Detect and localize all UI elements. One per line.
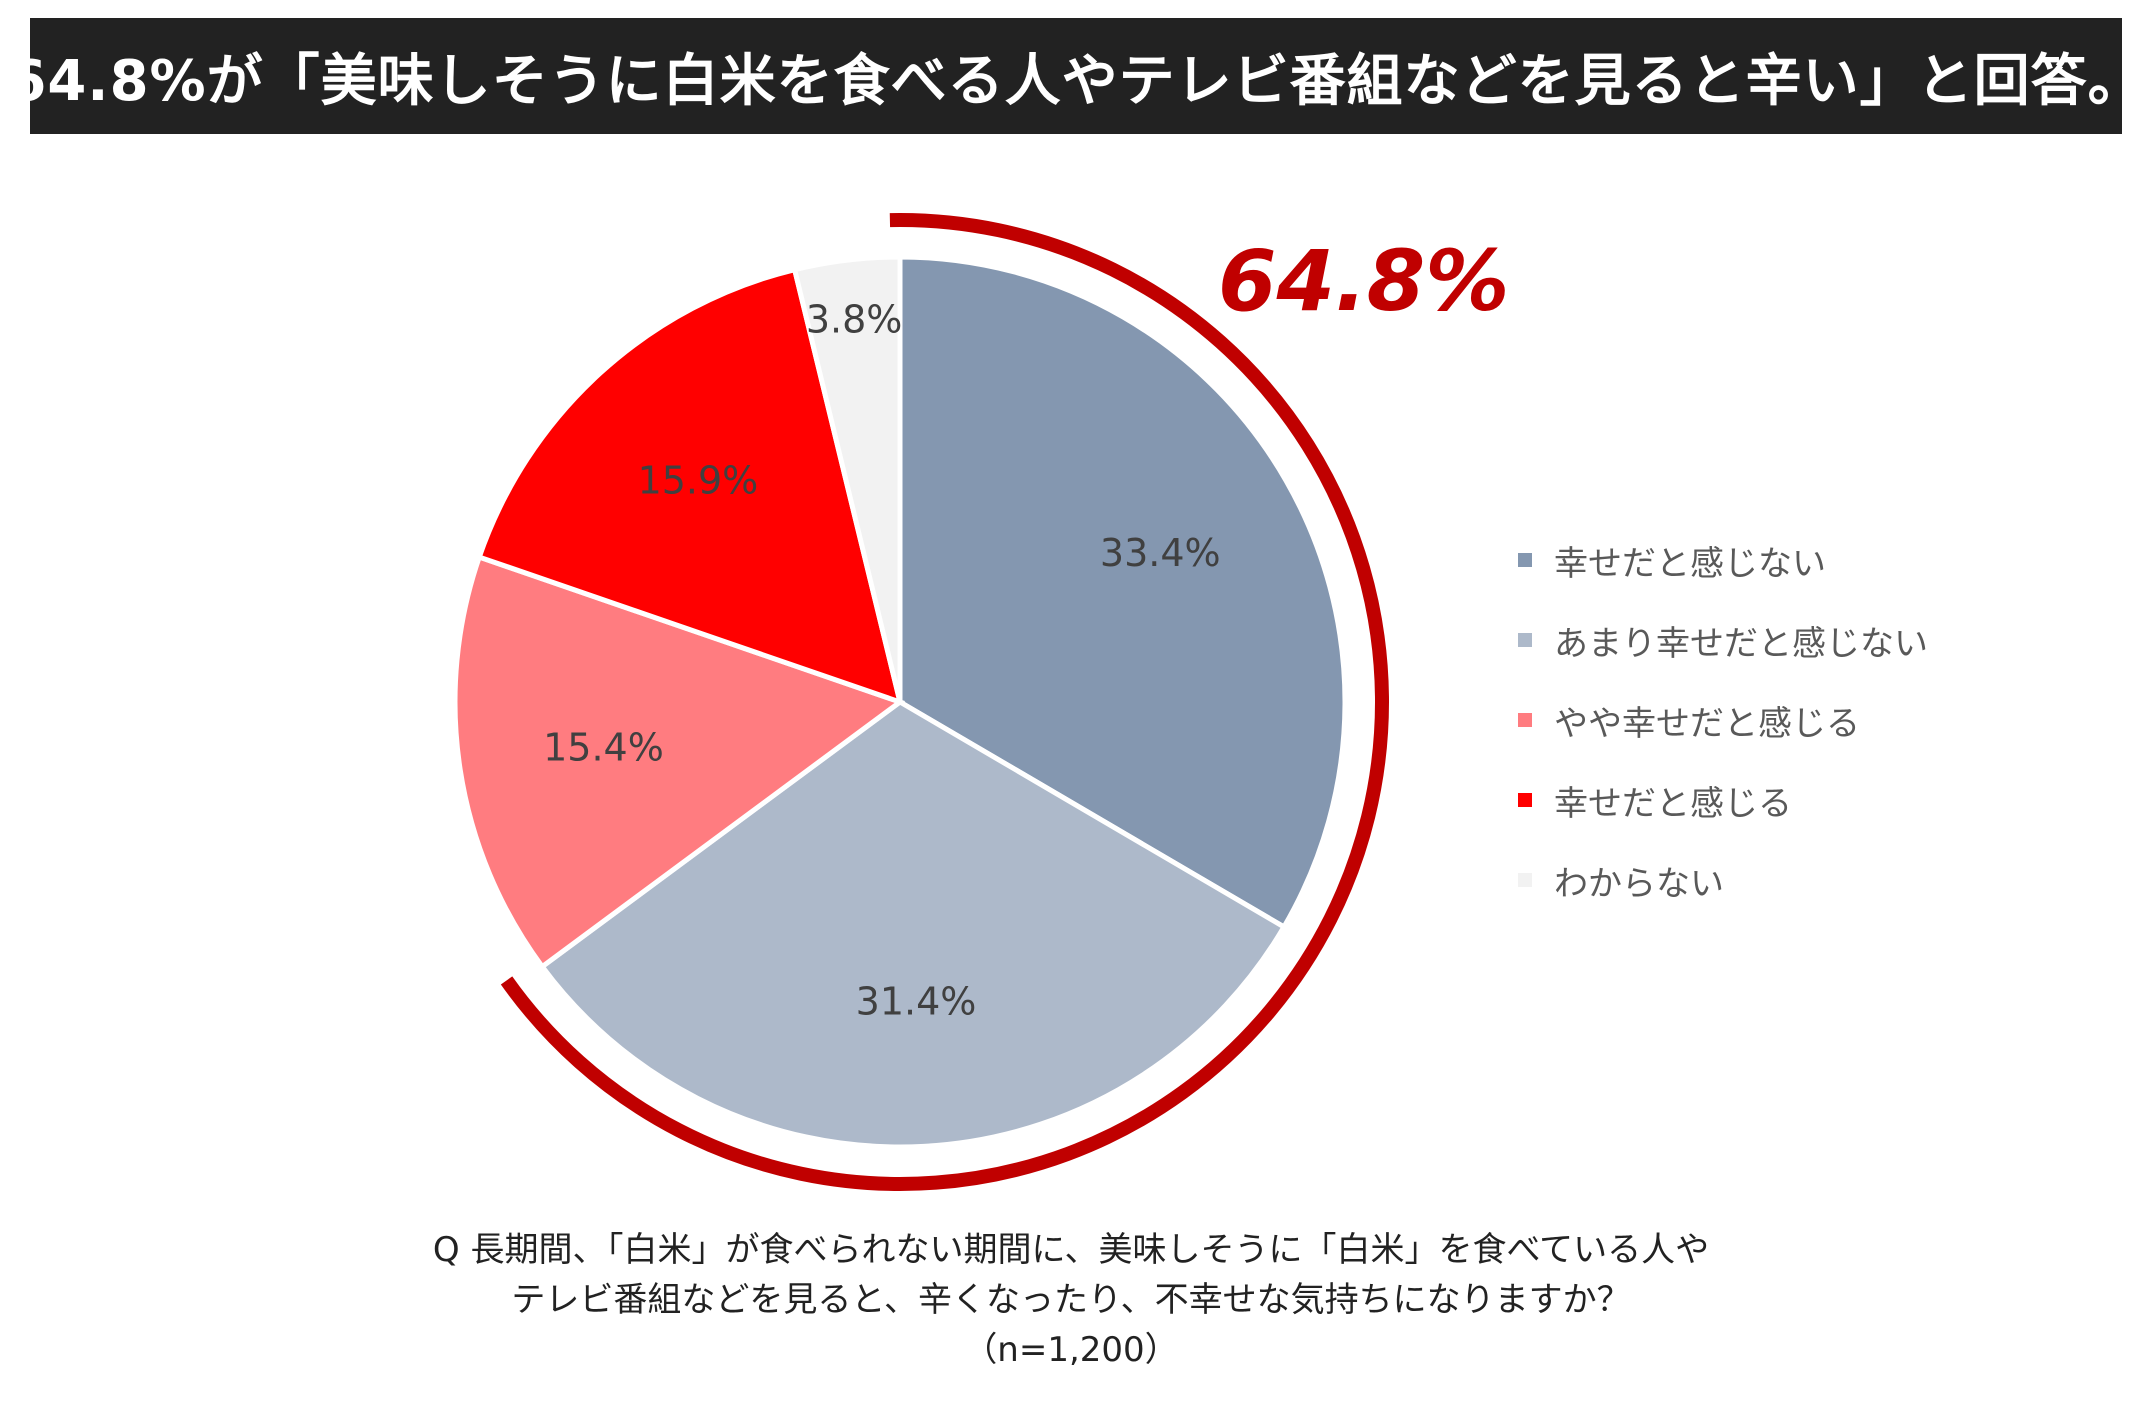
legend-swatch xyxy=(1518,633,1532,647)
legend-swatch xyxy=(1518,553,1532,567)
legend-item-3: やや幸せだと感じる xyxy=(1518,680,1928,760)
slice-label-4: 15.9% xyxy=(638,458,759,502)
legend-label: やや幸せだと感じる xyxy=(1554,703,1860,744)
pie-slice-5 xyxy=(791,254,903,703)
legend-label: 幸せだと感じない xyxy=(1554,543,1826,584)
slice-label-3: 15.4% xyxy=(543,726,664,770)
legend-item-4: 幸せだと感じる xyxy=(1518,760,1928,840)
legend-swatch xyxy=(1518,713,1532,727)
legend-item-2: あまり幸せだと感じない xyxy=(1518,600,1928,680)
pie-slice-3 xyxy=(452,553,906,971)
legend-item-1: 幸せだと感じない xyxy=(1518,520,1928,600)
legend-label: わからない xyxy=(1554,863,1724,904)
survey-question: Q 長期間、「白米」が食べられない期間に、美味しそうに「白米」を食べている人や … xyxy=(0,1225,2142,1375)
highlight-arc xyxy=(500,213,1389,1191)
page-title: 64.8%が「美味しそうに白米を食べる人やテレビ番組などを見ると辛い」と回答。 xyxy=(7,18,2142,134)
legend-label: あまり幸せだと感じない xyxy=(1554,623,1928,664)
slice-label-1: 33.4% xyxy=(1100,531,1221,575)
legend-swatch xyxy=(1518,873,1532,887)
pie-slice-2 xyxy=(538,699,1288,1150)
slice-labels: 33.4% 31.4% 15.4% 15.9% 3.8% xyxy=(543,298,1221,1024)
legend-swatch xyxy=(1518,793,1532,807)
pie-slices xyxy=(452,254,1348,1150)
legend-label: 幸せだと感じる xyxy=(1554,783,1792,824)
slice-label-2: 31.4% xyxy=(856,980,977,1024)
pie-slice-4 xyxy=(476,266,904,706)
pie-slice-1 xyxy=(897,254,1348,931)
question-line-2: テレビ番組などを見ると、辛くなったり、不幸せな気持ちになりますか？ xyxy=(511,1280,1631,1320)
highlight-percentage: 64.8% xyxy=(1218,232,1509,330)
question-line-1: Q 長期間、「白米」が食べられない期間に、美味しそうに「白米」を食べている人や xyxy=(432,1230,1710,1270)
chart-legend: 幸せだと感じないあまり幸せだと感じない やや幸せだと感じる 幸せだと感じる わからない xyxy=(1518,520,1928,920)
legend-item-5: わからない xyxy=(1518,840,1928,920)
question-line-3: （n=1,200） xyxy=(963,1330,1179,1370)
slice-label-5: 3.8% xyxy=(806,298,903,342)
